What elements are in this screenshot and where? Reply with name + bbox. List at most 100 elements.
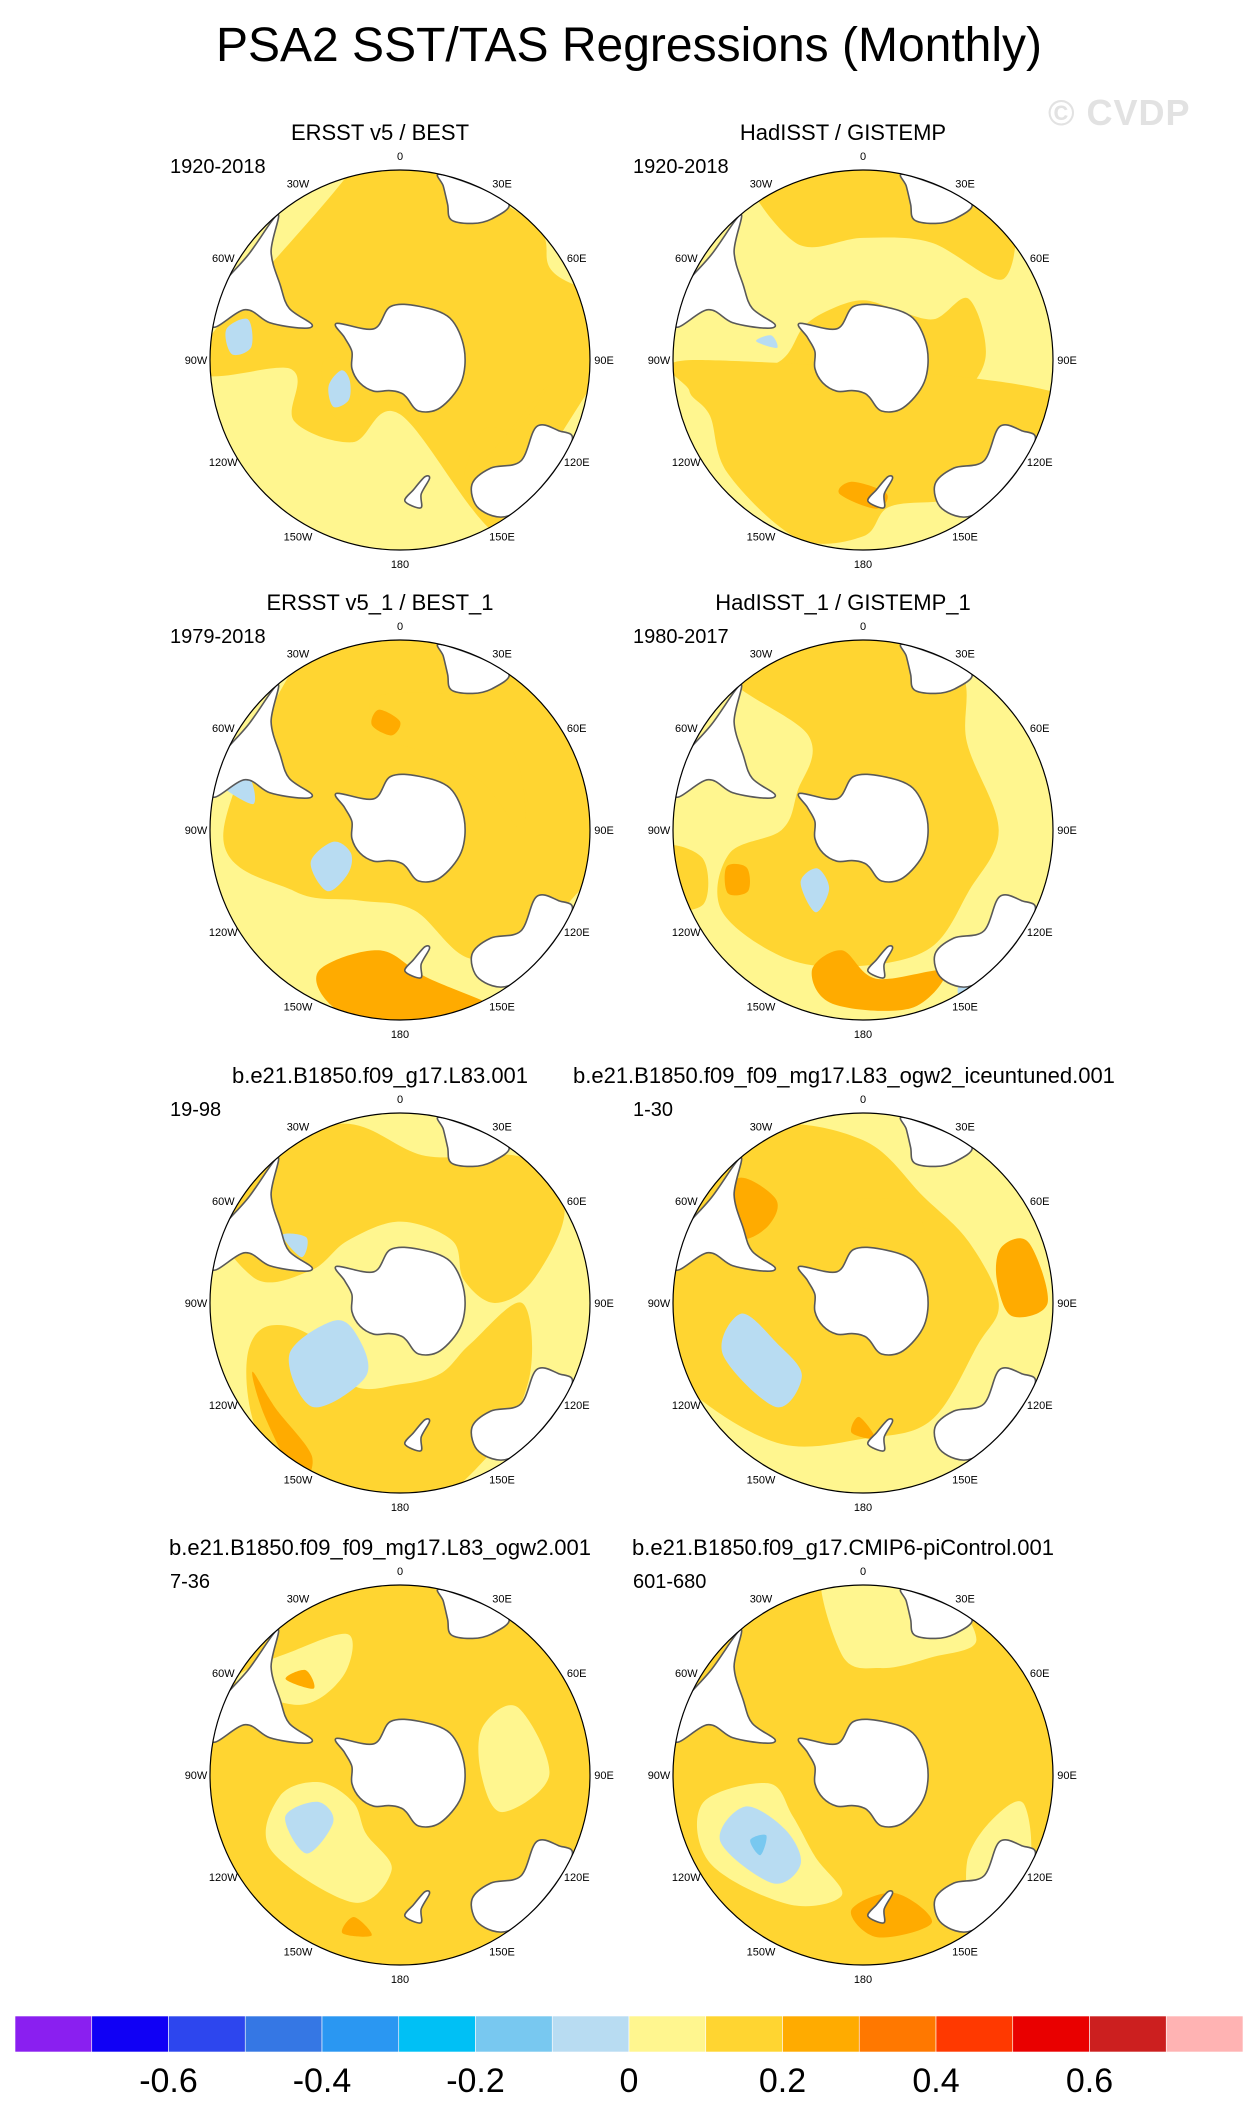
longitude-label: 90W [648,825,671,837]
land-samerica [210,1628,314,1744]
map-panel: ERSST v5 / BEST 1920-2018 0 30E 60E 90E 120E 15… [170,120,614,580]
colorbar-tick: 0.2 [758,2062,807,2100]
contour-region [756,335,778,349]
contour-region [995,1238,1048,1318]
panel-title: ERSST v5 / BEST [290,120,470,145]
colorbar-swatch [91,2016,169,2052]
colorbar-tick: -0.2 [446,2062,505,2100]
longitude-label: 0 [397,151,403,163]
map-border [672,1584,1054,1966]
longitude-label: 90W [648,355,671,367]
longitude-label: 90W [185,355,208,367]
colorbar-swatch [1089,2016,1167,2052]
longitude-label: 30E [955,1121,975,1133]
land-nz [403,1889,431,1924]
panel-period: 1920-2018 [170,156,266,178]
polar-map: 0 30E 60E 90E 120E 150E 180 150W 120W 90W 60W 30W [185,151,614,571]
contour-region [369,692,526,831]
map-panel: b.e21.B1850.f09_g17.L83.001 19-98 0 30E 60E 9… [170,1063,614,1523]
longitude-label: 0 [860,1094,866,1106]
longitude-label: 90E [594,1298,614,1310]
longitude-label: 30W [750,1593,773,1605]
colorbar-tick: -0.4 [292,2062,352,2100]
map-border [672,1112,1054,1494]
contour-region [850,1892,933,1938]
longitude-label: 120W [672,927,701,939]
longitude-label: 120E [1027,927,1053,939]
longitude-label: 120W [209,1872,238,1884]
longitude-label: 150E [952,1002,978,1014]
panel-period: 7-36 [170,1571,211,1593]
colorbar-swatch [628,2016,707,2052]
longitude-label: 0 [397,1094,403,1106]
longitude-label: 120E [1027,1400,1053,1412]
longitude-label: 60W [212,723,235,735]
longitude-label: 120E [1027,1872,1053,1884]
panel-period: 1979-2018 [170,626,266,648]
longitude-label: 90E [1057,1298,1077,1310]
map-border [209,1584,591,1966]
longitude-label: 30W [750,1121,773,1133]
longitude-label: 90E [1057,355,1077,367]
longitude-label: 30W [750,648,773,660]
land-nz [866,1417,894,1452]
colorbar-tick: 0 [619,2062,639,2100]
colorbar-swatch [551,2016,630,2052]
longitude-label: 30W [287,1121,310,1133]
contour-region [371,709,401,736]
longitude-label: 90E [1057,1770,1077,1782]
colorbar-tick: 0.6 [1065,2062,1114,2100]
longitude-label: 60W [675,1668,698,1680]
polar-map: 0 30E 60E 90E 120E 150E 180 150W 120W 90W 60W 30W [648,151,1077,571]
panel-period: 19-98 [170,1099,222,1121]
longitude-label: 30E [492,1593,512,1605]
figure-title: PSA2 SST/TAS Regressions (Monthly) [215,19,1043,72]
longitude-label: 120E [1027,457,1053,469]
colorbar [15,2016,1243,2052]
contour-region [850,1416,875,1439]
longitude-label: 60E [567,1668,587,1680]
longitude-label: 150E [952,1475,978,1487]
land-antarctica [797,1246,929,1356]
longitude-label: 120E [564,457,590,469]
panel-title: b.e21.B1850.f09_g17.L83.001 [231,1063,529,1088]
longitude-label: 90E [594,1770,614,1782]
longitude-label: 120W [209,457,238,469]
map-border [209,169,591,551]
longitude-label: 90W [185,825,208,837]
longitude-label: 90E [1057,825,1077,837]
contour-region [338,1512,460,1530]
longitude-label: 180 [854,1502,872,1514]
contour-region [811,950,946,1011]
longitude-label: 30E [492,1121,512,1133]
colorbar-tick: -0.6 [139,2062,198,2100]
land-nz [403,1417,431,1452]
contour-region [800,868,830,913]
land-antarctica [797,1718,929,1828]
colorbar-swatch [1012,2016,1090,2052]
longitude-label: 30E [955,648,975,660]
longitude-label: 120W [209,927,238,939]
longitude-label: 150W [284,532,313,544]
land-antarctica [334,1718,466,1828]
longitude-label: 150W [747,1002,776,1014]
longitude-label: 150E [489,532,515,544]
land-nz [403,944,431,979]
longitude-label: 180 [854,559,872,571]
polar-map: 0 30E 60E 90E 120E 150E 180 150W 120W 90W 60W 30W [185,1094,614,1514]
map-panel: b.e21.B1850.f09_f09_mg17.L83_ogw2_iceunt… [573,1063,1115,1523]
longitude-label: 120E [564,927,590,939]
land-samerica [673,1628,777,1744]
longitude-label: 0 [860,1566,866,1578]
longitude-label: 60W [675,1196,698,1208]
panel-title: ERSST v5_1 / BEST_1 [266,590,494,615]
longitude-label: 90W [648,1298,671,1310]
longitude-label: 60W [212,1668,235,1680]
map-border [672,169,1054,551]
land-nz [403,474,431,509]
longitude-label: 30E [955,178,975,190]
map-panel: HadISST_1 / GISTEMP_1 1980-2017 0 30E 60E 90E… [633,590,1077,1050]
longitude-label: 150E [489,1947,515,1959]
colorbar-swatch [935,2016,1014,2052]
longitude-label: 30W [750,178,773,190]
